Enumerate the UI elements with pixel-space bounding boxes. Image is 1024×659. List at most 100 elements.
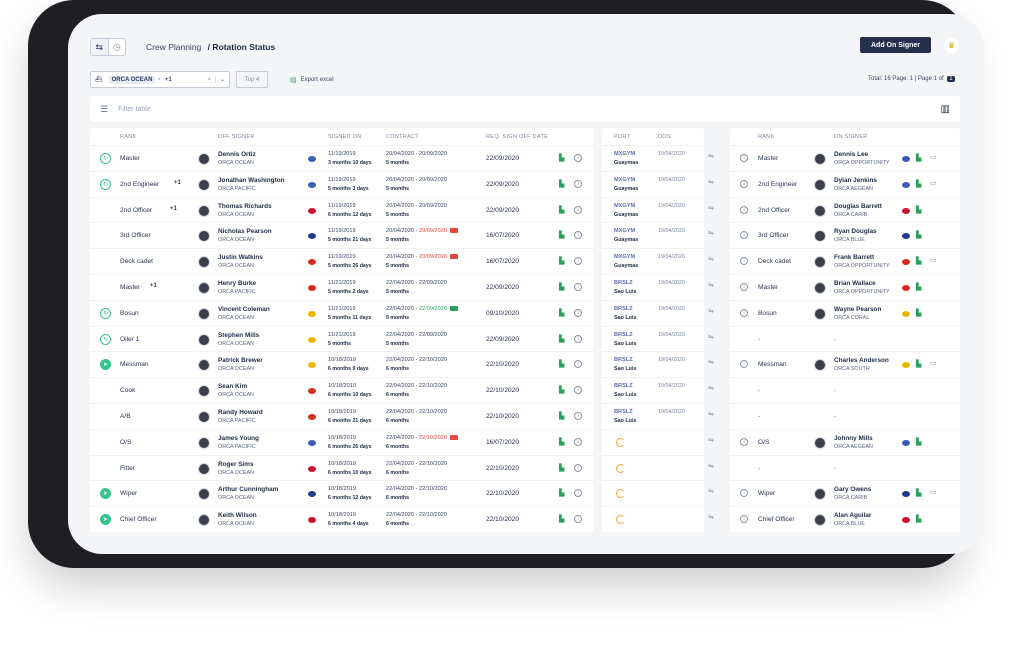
swap-icon[interactable]: ⇋: [708, 256, 714, 264]
off-signer-name[interactable]: Justin Watkins: [218, 254, 263, 262]
chat-icon[interactable]: ▭: [930, 257, 937, 265]
on-signer-name[interactable]: Alan Aguilar: [834, 512, 872, 520]
col-dos[interactable]: DOS: [658, 134, 671, 140]
off-signer-name[interactable]: Patrick Brewer: [218, 357, 263, 365]
info-icon[interactable]: i: [740, 437, 748, 446]
document-icon[interactable]: ▙: [559, 387, 565, 395]
port-code[interactable]: BRSLZ: [614, 305, 633, 312]
table-row[interactable]: MXGYM Guaymas 19/04/2020: [602, 249, 704, 275]
table-row[interactable]: BRSLZ Sao Luis 19/04/2020: [602, 327, 704, 353]
on-signer-name[interactable]: Wayne Pearson: [834, 305, 882, 313]
table-row[interactable]: i O/S Johnny Mills ORCA AEGEAN ▙: [730, 430, 960, 456]
port-code[interactable]: BRSLZ: [614, 357, 633, 364]
on-signer-name[interactable]: Gary Owens: [834, 486, 872, 494]
document-icon[interactable]: ▙: [916, 155, 922, 162]
document-icon[interactable]: ▙: [916, 516, 922, 524]
info-icon[interactable]: i: [740, 360, 748, 369]
table-row[interactable]: [602, 481, 704, 508]
document-icon[interactable]: ▙: [916, 180, 922, 188]
info-icon[interactable]: i: [574, 515, 582, 524]
info-icon[interactable]: i: [740, 205, 748, 214]
swap-icon[interactable]: ⇋: [708, 436, 714, 444]
swap-icon[interactable]: ⇆: [91, 39, 109, 55]
document-icon[interactable]: ▙: [559, 464, 565, 472]
table-row[interactable]: ↻ Master Dennis Ortiz ORCA OCEAN 11/19/2019 3…: [90, 146, 594, 172]
swap-icon[interactable]: ⇋: [708, 282, 714, 289]
columns-icon[interactable]: ▥: [940, 103, 950, 115]
vessel-select[interactable]: ⛴ ORCA OCEAN × +1 × ⌄: [90, 71, 230, 88]
info-icon[interactable]: i: [740, 257, 748, 266]
col-on-signer[interactable]: ON SIGNER: [834, 134, 868, 140]
swap-icon[interactable]: ⇋: [708, 307, 714, 315]
clear-icon[interactable]: ×: [207, 76, 211, 83]
off-signer-name[interactable]: Roger Sims: [218, 460, 254, 468]
mode-toggle[interactable]: ⇆ ◷: [90, 38, 126, 56]
document-icon[interactable]: ▙: [916, 361, 922, 369]
col-off-signer[interactable]: OFF SIGNER: [218, 134, 255, 140]
export-excel-button[interactable]: ▤ Export excel: [290, 76, 334, 84]
swap-icon[interactable]: ⇋: [708, 514, 714, 522]
swap-icon[interactable]: ⇋: [708, 153, 714, 160]
info-icon[interactable]: i: [740, 282, 748, 291]
off-signer-name[interactable]: Arthur Cunningham: [218, 486, 279, 494]
document-icon[interactable]: ▙: [559, 155, 565, 162]
table-row[interactable]: MXGYM Guaymas 19/04/2020: [602, 172, 704, 198]
table-row[interactable]: i 2nd Officer Douglas Barrett ORCA CARIB ▙: [730, 198, 960, 224]
on-signer-name[interactable]: Dylan Jenkins: [834, 176, 877, 184]
off-signer-name[interactable]: Jonathan Washington: [218, 176, 285, 184]
chip-close-icon[interactable]: ×: [157, 76, 161, 83]
info-icon[interactable]: i: [740, 179, 748, 188]
breadcrumb-root[interactable]: Crew Planning: [146, 42, 202, 52]
swap-icon[interactable]: ⇋: [708, 333, 714, 341]
off-signer-name[interactable]: Thomas Richards: [218, 202, 272, 210]
swap-icon[interactable]: ⇋: [708, 230, 714, 238]
col-signed-on[interactable]: SIGNED ON: [328, 134, 362, 140]
off-signer-name[interactable]: Nicholas Pearson: [218, 228, 272, 236]
off-signer-name[interactable]: Randy Howard: [218, 408, 263, 416]
document-icon[interactable]: ▙: [916, 309, 922, 317]
col-rank[interactable]: RANK: [120, 134, 137, 140]
off-signer-name[interactable]: Henry Burke: [218, 279, 257, 287]
table-row[interactable]: Deck cadet Justin Watkins ORCA OCEAN 11/19/…: [90, 249, 594, 275]
table-row[interactable]: i Chief Officer Alan Aguilar ORCA BLUE ▙: [730, 507, 960, 532]
document-icon[interactable]: ▙: [559, 516, 565, 524]
info-icon[interactable]: i: [574, 386, 582, 395]
off-signer-name[interactable]: James Young: [218, 434, 259, 442]
info-icon[interactable]: i: [574, 257, 582, 266]
info-icon[interactable]: i: [740, 154, 748, 162]
chat-icon[interactable]: ▭: [930, 179, 937, 187]
table-row[interactable]: ➤ Chief Officer Keith Wilson ORCA OCEAN 10/1…: [90, 507, 594, 532]
document-icon[interactable]: ▙: [916, 232, 922, 240]
table-row[interactable]: i Wiper Gary Owens ORCA CARIB ▙ ▭: [730, 481, 960, 508]
table-row[interactable]: BRSLZ Sao Luis 19/04/2020: [602, 404, 704, 430]
info-icon[interactable]: i: [574, 463, 582, 472]
info-icon[interactable]: i: [574, 179, 582, 188]
table-row[interactable]: --: [730, 378, 960, 404]
document-icon[interactable]: ▙: [559, 490, 565, 498]
table-row[interactable]: 2nd Officer +1 Thomas Richards ORCA OCEAN 11…: [90, 198, 594, 224]
info-icon[interactable]: i: [574, 154, 582, 162]
on-signer-name[interactable]: Ryan Douglas: [834, 228, 877, 236]
port-code[interactable]: MXGYM: [614, 151, 636, 157]
table-row[interactable]: ↻ Bosun Vincent Coleman ORCA OCEAN 11/21/201…: [90, 301, 594, 327]
table-row[interactable]: [602, 507, 704, 532]
on-signer-name[interactable]: Johnny Mills: [834, 434, 873, 442]
info-icon[interactable]: i: [574, 360, 582, 369]
info-icon[interactable]: i: [740, 489, 748, 498]
chevron-down-icon[interactable]: ⌄: [215, 76, 229, 83]
chat-icon[interactable]: ▭: [930, 154, 937, 161]
on-signer-name[interactable]: Frank Barrett: [834, 254, 875, 262]
swap-icon[interactable]: ⇋: [708, 178, 714, 186]
table-row[interactable]: MXGYM Guaymas 19/04/2020: [602, 223, 704, 250]
port-code[interactable]: BRSLZ: [614, 383, 633, 390]
table-row[interactable]: BRSLZ Sao Luis 19/04/2020: [602, 352, 704, 379]
table-row[interactable]: BRSLZ Sao Luis 19/04/2020: [602, 301, 704, 327]
document-icon[interactable]: ▙: [559, 438, 565, 446]
add-on-signer-button[interactable]: Add On Signer: [860, 37, 931, 53]
document-icon[interactable]: ▙: [916, 258, 922, 266]
table-row[interactable]: BRSLZ Sao Luis 19/04/2020: [602, 378, 704, 404]
port-code[interactable]: MXGYM: [614, 176, 636, 183]
off-signer-name[interactable]: Vincent Coleman: [218, 305, 270, 313]
table-row[interactable]: ↻ Oiler 1 Stephen Mills ORCA OCEAN 11/21/201…: [90, 327, 594, 353]
col-port[interactable]: PORT: [614, 134, 631, 140]
